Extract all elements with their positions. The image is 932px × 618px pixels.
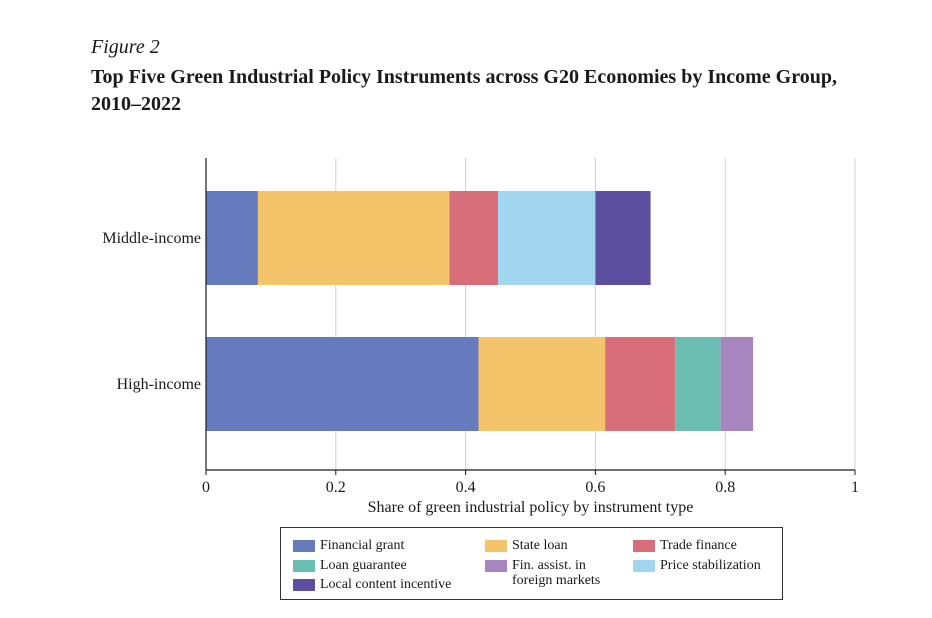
legend-swatch: [633, 540, 655, 552]
legend-label: Price stabilization: [660, 558, 761, 573]
legend-label: Trade finance: [660, 538, 737, 553]
legend-label: Financial grant: [320, 538, 405, 553]
bar-segment: [498, 191, 596, 285]
chart-title: Top Five Green Industrial Policy Instrum…: [91, 66, 837, 115]
chart-legend: Financial grant State loan Trade finance Lo…: [280, 527, 783, 600]
x-tick-label: 0.2: [326, 479, 346, 496]
legend-item: Trade finance: [633, 538, 737, 553]
bar-segment: [720, 337, 754, 431]
legend-item: State loan: [485, 538, 568, 553]
legend-label: Fin. assist. in foreign markets: [512, 558, 601, 588]
legend-label: Loan guarantee: [320, 558, 407, 573]
legend-swatch: [485, 540, 507, 552]
x-tick-label: 0.8: [715, 479, 735, 496]
legend-label: Local content incentive: [320, 577, 452, 592]
category-label: Middle-income: [102, 230, 201, 247]
legend-swatch: [293, 579, 315, 591]
bar-segment: [206, 191, 258, 285]
legend-swatch: [293, 560, 315, 572]
legend-item: Financial grant: [293, 538, 404, 553]
figure-label: Figure 2: [91, 36, 160, 58]
legend-item: Price stabilization: [633, 558, 761, 573]
bar-segment: [595, 191, 651, 285]
bar-segment: [449, 191, 499, 285]
legend-item: Local content incentive: [293, 577, 451, 592]
legend-item: Loan guarantee: [293, 558, 407, 573]
legend-label: State loan: [512, 538, 568, 553]
legend-swatch: [485, 560, 507, 572]
legend-swatch: [633, 560, 655, 572]
bar-segment: [478, 337, 606, 431]
bar-segment: [257, 191, 450, 285]
category-label: High-income: [117, 376, 201, 393]
x-tick-label: 0: [202, 479, 210, 496]
legend-swatch: [293, 540, 315, 552]
legend-item: Fin. assist. in foreign markets: [485, 558, 600, 588]
x-tick-label: 1: [851, 479, 859, 496]
bar-segment: [605, 337, 676, 431]
x-tick-label: 0.6: [585, 479, 605, 496]
bar-segment: [206, 337, 479, 431]
bar-segment: [675, 337, 721, 431]
x-axis-title: Share of green industrial policy by inst…: [368, 499, 694, 516]
x-tick-label: 0.4: [456, 479, 476, 496]
